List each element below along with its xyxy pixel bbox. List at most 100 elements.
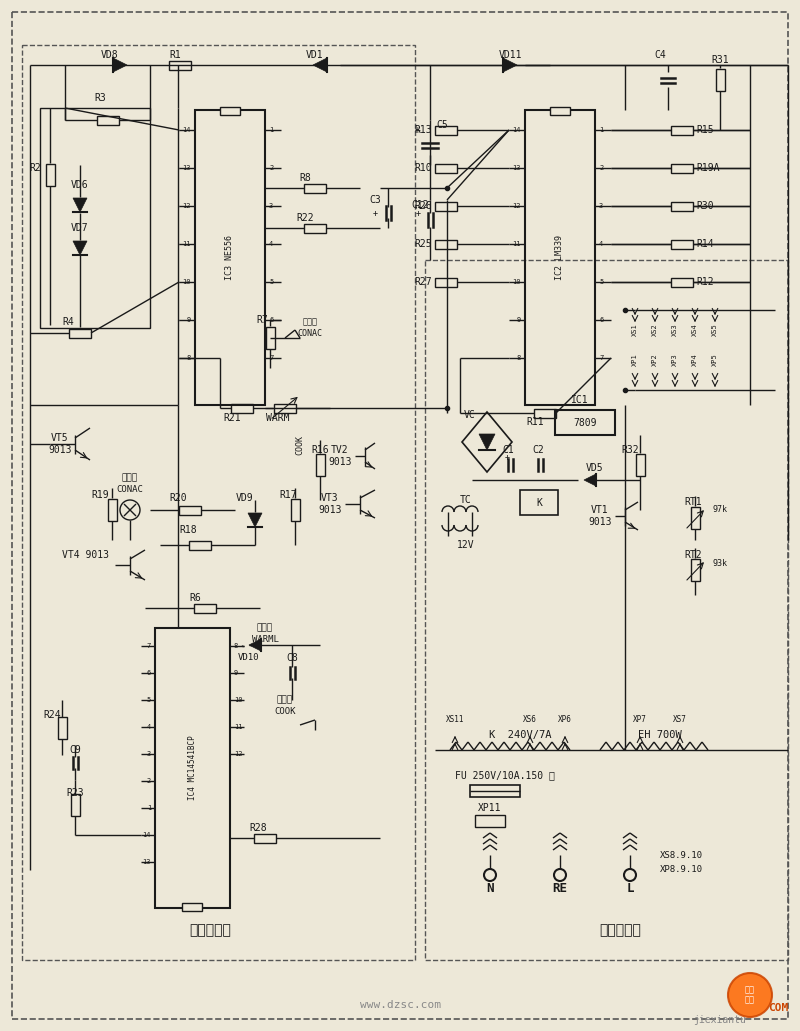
Text: R10: R10 bbox=[414, 163, 432, 173]
Text: XP11: XP11 bbox=[478, 803, 502, 813]
Text: 2: 2 bbox=[269, 165, 274, 171]
Bar bbox=[155, 628, 230, 908]
Text: R31: R31 bbox=[711, 55, 729, 65]
Text: 9013: 9013 bbox=[328, 457, 352, 467]
Bar bbox=[475, 814, 505, 827]
Text: 10: 10 bbox=[234, 697, 242, 703]
Text: IC2 LM339: IC2 LM339 bbox=[555, 235, 565, 280]
Bar bbox=[671, 239, 693, 248]
Text: 主电路板图: 主电路板图 bbox=[189, 923, 231, 937]
Text: 3: 3 bbox=[269, 203, 274, 209]
Text: jiexiantu: jiexiantu bbox=[694, 1015, 746, 1025]
Polygon shape bbox=[248, 513, 262, 527]
Text: 4: 4 bbox=[269, 241, 274, 247]
Text: +: + bbox=[415, 125, 421, 135]
Text: TV2: TV2 bbox=[331, 445, 349, 455]
Text: R23: R23 bbox=[66, 788, 84, 798]
Text: C8: C8 bbox=[286, 653, 298, 663]
Text: C12: C12 bbox=[411, 200, 429, 210]
Text: R2: R2 bbox=[29, 163, 41, 173]
Text: K: K bbox=[536, 498, 542, 508]
Text: VT4 9013: VT4 9013 bbox=[62, 550, 109, 560]
Text: 13: 13 bbox=[182, 165, 191, 171]
Text: VD8: VD8 bbox=[101, 49, 119, 60]
Bar bbox=[69, 329, 91, 337]
Text: R8: R8 bbox=[299, 173, 311, 182]
Text: XP6: XP6 bbox=[558, 716, 572, 725]
Text: R6: R6 bbox=[189, 593, 201, 603]
Text: 5: 5 bbox=[269, 279, 274, 285]
Text: VD6: VD6 bbox=[71, 180, 89, 190]
Text: 12: 12 bbox=[513, 203, 521, 209]
Bar bbox=[534, 408, 556, 418]
Text: XS1: XS1 bbox=[632, 324, 638, 336]
Bar bbox=[315, 454, 325, 476]
Text: 13: 13 bbox=[142, 859, 151, 865]
Text: 4: 4 bbox=[599, 241, 603, 247]
Text: +: + bbox=[373, 208, 378, 218]
Text: IC3 NE556: IC3 NE556 bbox=[226, 235, 234, 280]
Text: VD1: VD1 bbox=[306, 49, 324, 60]
Text: 8: 8 bbox=[186, 355, 191, 361]
Text: 12: 12 bbox=[182, 203, 191, 209]
Bar bbox=[435, 126, 457, 134]
Text: IC1: IC1 bbox=[571, 395, 589, 405]
Text: R24: R24 bbox=[43, 710, 61, 720]
Bar bbox=[107, 499, 117, 521]
Text: R1: R1 bbox=[169, 49, 181, 60]
Bar bbox=[525, 110, 595, 405]
Bar bbox=[189, 540, 211, 550]
Text: www.dzsc.com: www.dzsc.com bbox=[359, 1000, 441, 1010]
Text: R7: R7 bbox=[256, 315, 268, 325]
Text: C9: C9 bbox=[69, 745, 81, 755]
Text: RT1: RT1 bbox=[684, 497, 702, 507]
Text: XS7: XS7 bbox=[673, 716, 687, 725]
Text: RE: RE bbox=[553, 882, 567, 895]
Text: XP7: XP7 bbox=[633, 716, 647, 725]
Text: 5: 5 bbox=[146, 697, 151, 703]
Bar bbox=[274, 403, 296, 412]
Bar bbox=[179, 505, 201, 514]
Bar bbox=[266, 327, 274, 350]
Text: N: N bbox=[486, 882, 494, 895]
Text: XS8.9.10: XS8.9.10 bbox=[660, 851, 703, 860]
Text: EH 700W: EH 700W bbox=[638, 730, 682, 740]
Text: L: L bbox=[626, 882, 634, 895]
Text: VT5: VT5 bbox=[51, 433, 69, 443]
Bar bbox=[182, 903, 202, 911]
Text: R19A: R19A bbox=[696, 163, 719, 173]
Bar bbox=[304, 224, 326, 233]
Text: XS4: XS4 bbox=[692, 324, 698, 336]
Text: R28: R28 bbox=[249, 823, 267, 833]
Text: 9013: 9013 bbox=[318, 505, 342, 516]
Text: R26: R26 bbox=[414, 201, 432, 211]
Text: XP4: XP4 bbox=[692, 354, 698, 366]
Text: XS2: XS2 bbox=[652, 324, 658, 336]
Text: 6: 6 bbox=[599, 317, 603, 323]
Bar bbox=[70, 794, 79, 816]
Text: R18: R18 bbox=[179, 525, 197, 535]
Text: R27: R27 bbox=[414, 277, 432, 287]
Text: 副电路板图: 副电路板图 bbox=[599, 923, 641, 937]
Text: VD5: VD5 bbox=[586, 463, 604, 473]
Text: 6: 6 bbox=[269, 317, 274, 323]
Text: VD9: VD9 bbox=[236, 493, 254, 503]
Bar bbox=[46, 164, 54, 186]
Polygon shape bbox=[479, 434, 495, 450]
Text: 9013: 9013 bbox=[588, 517, 612, 527]
Text: XS3: XS3 bbox=[672, 324, 678, 336]
Text: R17: R17 bbox=[279, 490, 297, 500]
Bar bbox=[671, 201, 693, 210]
Bar bbox=[520, 490, 558, 516]
Text: 97k: 97k bbox=[713, 505, 727, 514]
Bar bbox=[195, 110, 265, 405]
Text: XP8.9.10: XP8.9.10 bbox=[660, 865, 703, 874]
Text: +: + bbox=[505, 454, 510, 463]
Text: RT2: RT2 bbox=[684, 550, 702, 560]
Text: VT1: VT1 bbox=[591, 505, 609, 516]
Text: XP5: XP5 bbox=[712, 354, 718, 366]
Text: R15: R15 bbox=[696, 125, 714, 135]
Text: 7809: 7809 bbox=[574, 418, 597, 428]
Bar bbox=[435, 239, 457, 248]
Text: VD7: VD7 bbox=[71, 223, 89, 233]
